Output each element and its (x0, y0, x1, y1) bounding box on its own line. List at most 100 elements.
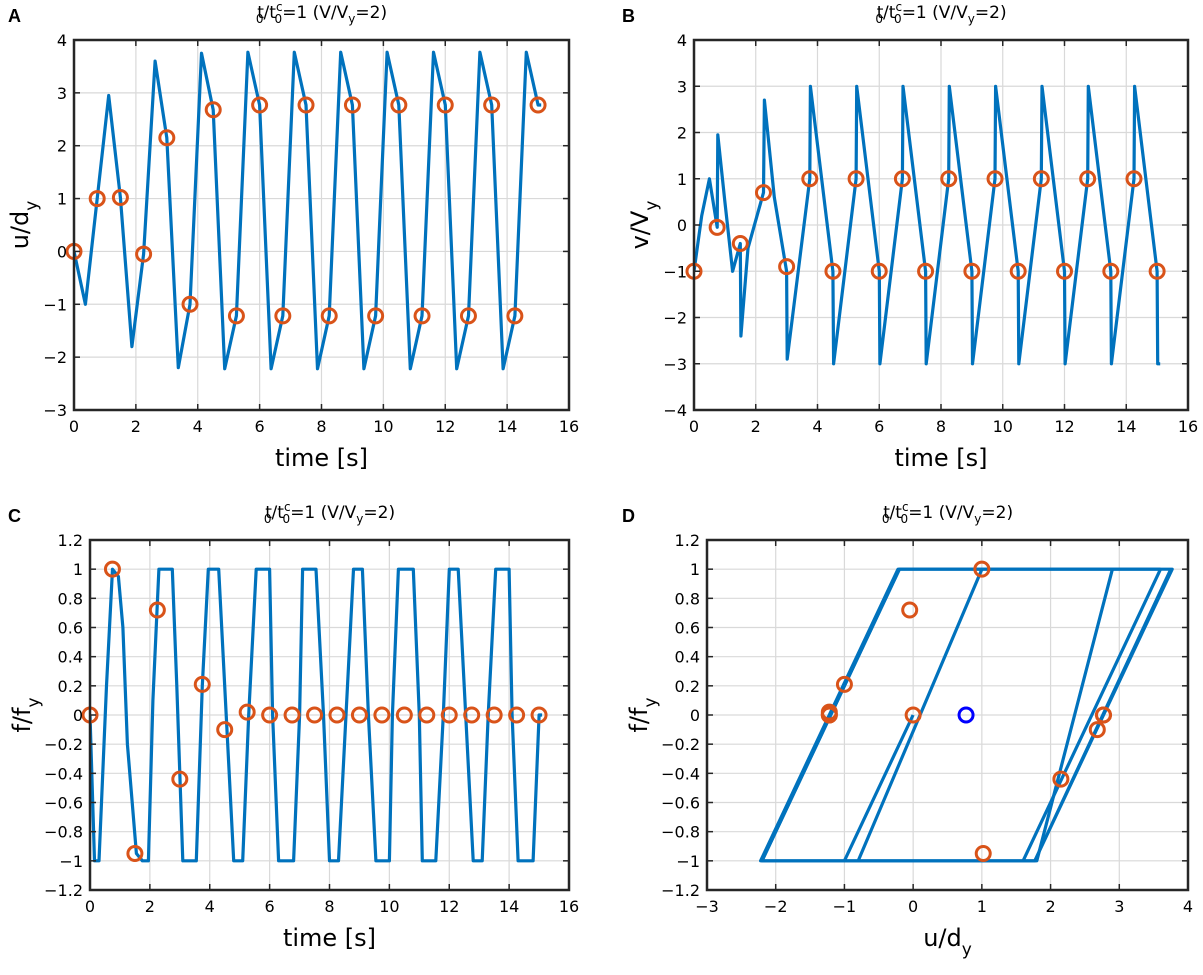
data-marker (904, 706, 922, 724)
chart-title: t0/tc 0=1 (V/Vy=2) (882, 500, 1013, 526)
x-axis-label: time [s] (283, 924, 376, 952)
x-tick-label: 16 (559, 417, 579, 436)
y-tick-label: 2 (57, 137, 67, 156)
data-marker (708, 218, 726, 236)
data-marker (1102, 262, 1120, 280)
data-marker (801, 170, 819, 188)
x-tick-label: 12 (1054, 417, 1074, 436)
y-axis-label: f/fy (625, 697, 661, 732)
data-marker (754, 184, 772, 202)
data-marker (274, 307, 292, 325)
data-marker (1148, 262, 1166, 280)
data-marker (171, 770, 189, 788)
series-line-velocity (694, 84, 1161, 366)
data-marker (778, 258, 796, 276)
x-axis-label: time [s] (894, 444, 987, 472)
data-marker (1009, 262, 1027, 280)
data-marker (306, 706, 324, 724)
y-tick-label: −2 (43, 348, 67, 367)
y-tick-label: −0.8 (661, 823, 700, 842)
y-tick-label: 2 (677, 124, 687, 143)
data-marker (824, 262, 842, 280)
x-tick-label: 10 (379, 897, 399, 916)
x-tick-label: 2 (1045, 897, 1055, 916)
x-tick-label: 0 (69, 417, 79, 436)
data-marker (103, 560, 121, 578)
data-marker (297, 96, 315, 114)
data-marker (350, 706, 368, 724)
x-tick-label: 0 (85, 897, 95, 916)
data-marker (436, 96, 454, 114)
data-marker (111, 189, 129, 207)
panel-letter: A (8, 6, 21, 26)
y-tick-label: 1 (73, 560, 83, 579)
y-tick-label: −3 (663, 355, 687, 374)
data-marker (1125, 170, 1143, 188)
x-tick-label: 4 (1183, 897, 1193, 916)
y-tick-label: −4 (663, 401, 687, 420)
data-marker (835, 675, 853, 693)
y-tick-label: −3 (43, 401, 67, 420)
x-tick-label: 2 (751, 417, 761, 436)
data-marker (251, 96, 269, 114)
data-marker (463, 706, 481, 724)
y-axis-label: v/Vy (626, 201, 662, 250)
series-line-force (90, 567, 543, 863)
data-marker (1079, 170, 1097, 188)
y-tick-label: −0.2 (661, 735, 700, 754)
center-marker (957, 706, 975, 724)
y-tick-label: 0.8 (58, 589, 83, 608)
y-tick-label: −1 (676, 852, 700, 871)
x-tick-label: 10 (373, 417, 393, 436)
data-marker (413, 307, 431, 325)
data-marker (820, 706, 838, 724)
data-marker (986, 170, 1004, 188)
y-tick-label: 1 (690, 560, 700, 579)
data-marker (328, 706, 346, 724)
y-tick-label: 1 (677, 170, 687, 189)
x-tick-label: 16 (559, 897, 579, 916)
x-tick-label: 16 (1178, 417, 1198, 436)
data-marker (1052, 770, 1070, 788)
data-marker (261, 706, 279, 724)
data-marker (917, 262, 935, 280)
x-tick-label: 8 (936, 417, 946, 436)
y-tick-label: −0.4 (661, 764, 700, 783)
x-tick-label: 4 (812, 417, 822, 436)
y-tick-label: −0.8 (44, 823, 83, 842)
y-tick-label: −1 (59, 852, 83, 871)
y-tick-label: 0.8 (675, 589, 700, 608)
data-marker (204, 101, 222, 119)
data-marker (1056, 262, 1073, 280)
x-tick-label: 12 (435, 417, 455, 436)
x-tick-label: 4 (205, 897, 215, 916)
data-marker (373, 706, 391, 724)
y-tick-label: 4 (57, 31, 67, 50)
data-marker (181, 295, 199, 313)
data-marker (901, 601, 919, 619)
y-tick-label: 0.4 (58, 648, 83, 667)
x-tick-label: 3 (1114, 897, 1124, 916)
data-marker (193, 675, 211, 693)
y-tick-label: 0.6 (58, 619, 83, 638)
data-marker (963, 262, 981, 280)
y-tick-label: 1 (57, 190, 67, 209)
data-marker (88, 190, 106, 208)
data-marker (320, 307, 338, 325)
x-tick-label: 8 (324, 897, 334, 916)
y-tick-label: 3 (57, 84, 67, 103)
y-tick-label: −2 (663, 309, 687, 328)
y-tick-label: 0.2 (675, 677, 700, 696)
y-tick-label: 0.2 (58, 677, 83, 696)
y-tick-label: 0.4 (675, 648, 700, 667)
y-tick-label: 0.6 (675, 619, 700, 638)
panel-letter: D (622, 506, 635, 526)
y-tick-label: 0 (690, 706, 700, 725)
x-tick-label: 2 (131, 417, 141, 436)
y-axis-label: f/fy (8, 697, 44, 732)
x-tick-label: 6 (874, 417, 884, 436)
x-axis-label: u/dy (923, 924, 972, 960)
